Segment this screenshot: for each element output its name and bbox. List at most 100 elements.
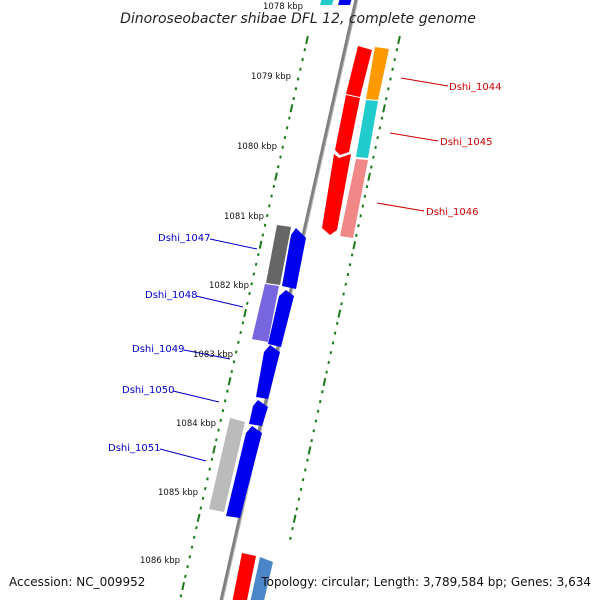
leader-dshi-1044 (400, 77, 449, 87)
gene-arrow-dshi-1048[interactable] (268, 290, 294, 347)
gene-arrow-dshi-1045[interactable] (356, 100, 378, 158)
gene-arrow-top-blue[interactable] (338, 0, 352, 5)
outer-minor-tick (333, 331, 337, 335)
inner-major-tick (212, 445, 216, 454)
gene-arrow-top-cyan[interactable] (320, 0, 334, 5)
inner-minor-tick (184, 574, 187, 578)
accession-text: Accession: NC_009952 (9, 575, 145, 589)
leader-dshi-1050 (172, 390, 220, 403)
gene-label-dshi-1048[interactable]: Dshi_1048 (145, 290, 197, 301)
kbp-labels: 1078 kbp 1079 kbp 1080 kbp 1081 kbp 1082… (140, 2, 303, 566)
map-title: Dinoroseobacter shibae DFL 12, complete … (120, 11, 476, 27)
kbp-label-1086: 1086 kbp (140, 556, 180, 566)
scale-ticks-inner (179, 35, 309, 598)
outer-minor-tick (387, 87, 390, 91)
inner-minor-tick (201, 496, 205, 500)
gene-label-dshi-1045[interactable]: Dshi_1045 (440, 137, 492, 148)
leader-dshi-1045 (389, 132, 439, 142)
gene-arrow-dshi-1046-cds[interactable] (322, 154, 351, 235)
outer-minor-tick (318, 399, 322, 404)
gene-arrow-dshi-1050[interactable] (249, 400, 268, 426)
inner-minor-tick (252, 272, 256, 276)
gene-label-dshi-1047[interactable]: Dshi_1047 (158, 233, 210, 244)
inner-minor-tick (283, 135, 287, 140)
outer-minor-tick (342, 292, 345, 296)
inner-minor-tick (265, 213, 269, 218)
inner-minor-tick (239, 330, 242, 335)
gene-arrow-dshi-1044-cds[interactable] (346, 46, 372, 97)
gene-arrow-dshi-1049[interactable] (256, 345, 280, 399)
outer-minor-tick (372, 155, 375, 159)
outer-minor-tick (335, 321, 339, 325)
outer-minor-tick (384, 97, 388, 101)
outer-minor-tick (393, 57, 396, 62)
outer-minor-tick (289, 536, 292, 540)
gene-features (209, 0, 389, 600)
gene-label-dshi-1051[interactable]: Dshi_1051 (108, 443, 160, 454)
gene-arrow-dshi-1048-lavender[interactable] (252, 284, 279, 342)
outer-minor-tick (321, 390, 324, 394)
inner-minor-tick (288, 116, 291, 120)
gene-arrow-dshi-1044[interactable] (366, 47, 389, 100)
inner-major-tick (196, 513, 201, 523)
gene-arrow-dshi-1051-gray[interactable] (209, 418, 245, 512)
outer-minor-tick (361, 204, 365, 208)
inner-minor-tick (254, 262, 258, 266)
inner-minor-tick (263, 223, 267, 227)
gene-arrow-dshi-1051[interactable] (226, 426, 262, 518)
outer-minor-tick (340, 302, 343, 306)
gene-arrow-bottom-steel[interactable] (250, 557, 273, 600)
gene-label-dshi-1046[interactable]: Dshi_1046 (426, 207, 478, 218)
kbp-label-1081: 1081 kbp (224, 212, 264, 222)
gene-arrow-bottom-red[interactable] (232, 553, 256, 600)
outer-minor-tick (378, 126, 382, 130)
outer-minor-tick (374, 145, 377, 150)
outer-minor-tick (312, 429, 316, 433)
outer-minor-tick (370, 165, 373, 169)
gene-label-dshi-1050[interactable]: Dshi_1050 (122, 385, 174, 396)
outer-minor-tick (389, 77, 392, 81)
outer-minor-tick (357, 224, 360, 228)
inner-minor-tick (276, 165, 280, 169)
kbp-label-1085: 1085 kbp (158, 488, 198, 498)
outer-minor-tick (359, 214, 362, 218)
outer-major-tick (322, 377, 327, 387)
inner-major-tick (305, 35, 309, 45)
inner-minor-tick (285, 126, 289, 130)
gene-label-dshi-1044[interactable]: Dshi_1044 (449, 82, 501, 93)
gene-arrow-dshi-1045-cds[interactable] (335, 95, 360, 155)
outer-major-tick (382, 104, 386, 113)
gene-labels: Dshi_1044 Dshi_1045 Dshi_1046 Dshi_1047 … (108, 82, 501, 454)
outer-minor-tick (327, 360, 330, 365)
outer-minor-tick (346, 272, 350, 277)
inner-minor-tick (261, 233, 265, 237)
gene-label-dshi-1049[interactable]: Dshi_1049 (132, 344, 184, 355)
outer-minor-tick (395, 48, 399, 52)
gene-arrow-dshi-1047-gray[interactable] (266, 225, 291, 285)
inner-minor-tick (232, 360, 236, 364)
inner-minor-tick (246, 301, 249, 305)
inner-minor-tick (234, 350, 238, 354)
outer-minor-tick (310, 438, 313, 443)
inner-minor-tick (248, 291, 251, 296)
outer-major-tick (397, 35, 401, 45)
inner-minor-tick (230, 369, 234, 374)
inner-minor-tick (279, 155, 282, 159)
inner-major-tick (243, 308, 247, 318)
outer-minor-tick (295, 507, 299, 511)
inner-major-tick (274, 172, 278, 181)
gene-arrow-dshi-1047[interactable] (282, 228, 306, 289)
inner-minor-tick (270, 194, 273, 198)
kbp-label-1084: 1084 kbp (176, 419, 216, 429)
inner-minor-tick (303, 48, 307, 52)
outer-minor-tick (350, 253, 354, 257)
gene-arrow-dshi-1046[interactable] (340, 159, 368, 238)
outer-minor-tick (331, 341, 335, 345)
inner-minor-tick (204, 486, 207, 491)
outer-minor-tick (306, 458, 309, 462)
outer-minor-tick (376, 136, 379, 140)
inner-minor-tick (226, 389, 229, 393)
inner-minor-tick (188, 555, 192, 559)
leader-dshi-1049 (183, 349, 231, 360)
